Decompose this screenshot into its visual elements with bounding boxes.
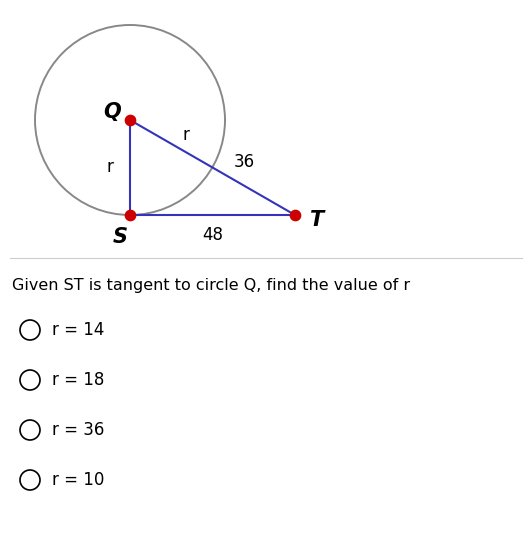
Text: r = 14: r = 14 <box>52 321 104 339</box>
Text: Given ST is tangent to circle Q, find the value of r: Given ST is tangent to circle Q, find th… <box>12 278 410 293</box>
Text: r: r <box>106 158 113 176</box>
Text: r = 10: r = 10 <box>52 471 104 489</box>
Point <box>126 116 134 124</box>
Text: Q: Q <box>103 102 121 122</box>
Point <box>126 211 134 219</box>
Text: r: r <box>183 126 189 144</box>
Text: S: S <box>112 227 128 247</box>
Point <box>291 211 300 219</box>
Text: r = 36: r = 36 <box>52 421 104 439</box>
Text: 48: 48 <box>202 226 223 244</box>
Text: T: T <box>310 210 324 230</box>
Text: r = 18: r = 18 <box>52 371 104 389</box>
Text: 36: 36 <box>234 153 255 171</box>
